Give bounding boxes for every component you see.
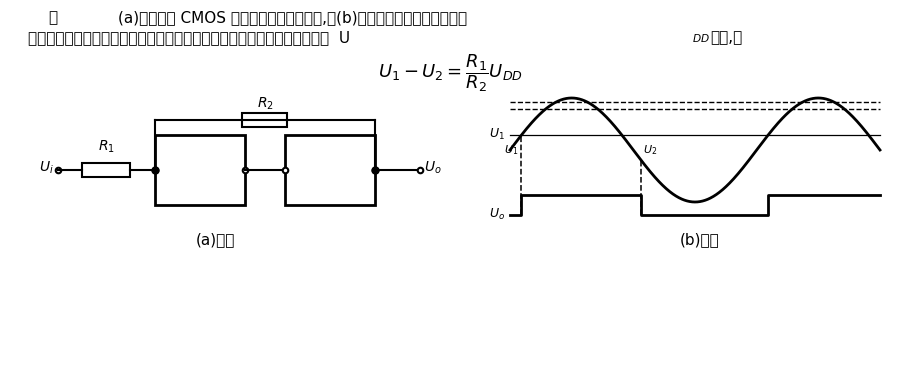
Text: $R_1$: $R_1$ — [97, 139, 115, 155]
Text: $U_o$: $U_o$ — [488, 206, 504, 222]
Text: $R_2$: $R_2$ — [256, 96, 273, 112]
Bar — [155, 135, 244, 205]
Bar — [285, 135, 374, 205]
Text: $U_1$: $U_1$ — [503, 143, 518, 157]
Bar — [243, 113, 287, 127]
Text: 确定,即: 确定,即 — [709, 30, 741, 45]
Text: $U_1$: $U_1$ — [489, 127, 504, 142]
Text: 图: 图 — [48, 10, 57, 25]
Text: $U_i$: $U_i$ — [39, 160, 54, 176]
Text: (a)是一个由 CMOS 非门组成的施密特电路,图(b)为波形图。施密特触发电路: (a)是一个由 CMOS 非门组成的施密特电路,图(b)为波形图。施密特触发电路 — [118, 10, 466, 25]
Bar — [82, 163, 130, 177]
Text: $U_1 - U_2 = \dfrac{R_1}{R_2} U_{DD}$: $U_1 - U_2 = \dfrac{R_1}{R_2} U_{DD}$ — [377, 52, 522, 93]
Text: 常用来对输入信号进行整形和鉴幅。其回差由上触发电平与下触发电平的差  U: 常用来对输入信号进行整形和鉴幅。其回差由上触发电平与下触发电平的差 U — [28, 30, 350, 45]
Text: $_{DD}$: $_{DD}$ — [691, 30, 709, 45]
Text: $U_o$: $U_o$ — [424, 160, 441, 176]
Text: (a)电路: (a)电路 — [195, 232, 235, 247]
Text: (b)波形: (b)波形 — [679, 232, 719, 247]
Text: $U_2$: $U_2$ — [642, 143, 657, 157]
